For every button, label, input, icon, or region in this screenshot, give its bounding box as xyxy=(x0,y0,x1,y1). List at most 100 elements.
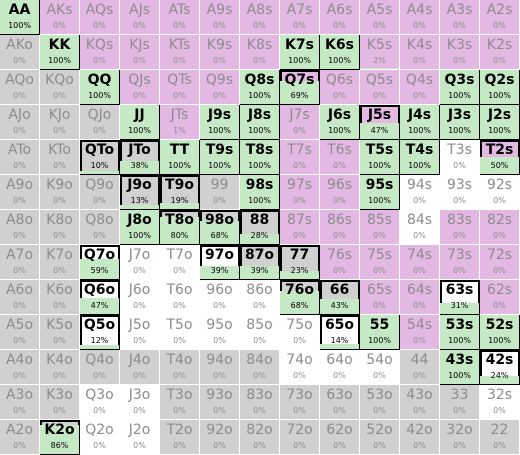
hand-cell-76o[interactable]: 76o 68% xyxy=(280,280,320,315)
hand-cell-q5o[interactable]: Q5o 12% xyxy=(80,315,120,350)
hand-cell-t8s[interactable]: T8s 100% xyxy=(240,140,280,175)
hand-cell-q7o[interactable]: Q7o 59% xyxy=(80,245,120,280)
hand-cell-a4s[interactable]: A4s 0% xyxy=(400,0,440,35)
hand-cell-j7o[interactable]: J7o 0% xyxy=(120,245,160,280)
hand-cell-ako[interactable]: AKo 0% xyxy=(0,35,40,70)
hand-cell-q7s[interactable]: Q7s 69% xyxy=(280,70,320,105)
hand-cell-53s[interactable]: 53s 100% xyxy=(440,315,480,350)
hand-cell-76s[interactable]: 76s 0% xyxy=(320,245,360,280)
hand-cell-t9o[interactable]: T9o 19% xyxy=(160,175,200,210)
hand-cell-75o[interactable]: 75o 0% xyxy=(280,315,320,350)
hand-cell-62o[interactable]: 62o 0% xyxy=(320,420,360,455)
hand-cell-k7o[interactable]: K7o 0% xyxy=(40,245,80,280)
hand-cell-93s[interactable]: 93s 0% xyxy=(440,175,480,210)
hand-cell-98s[interactable]: 98s 100% xyxy=(240,175,280,210)
hand-cell-t6o[interactable]: T6o 0% xyxy=(160,280,200,315)
hand-cell-k3s[interactable]: K3s 0% xyxy=(440,35,480,70)
hand-cell-k2o[interactable]: K2o 86% xyxy=(40,420,80,455)
hand-cell-74o[interactable]: 74o 0% xyxy=(280,350,320,385)
hand-cell-kk[interactable]: KK 100% xyxy=(40,35,80,70)
hand-cell-j7s[interactable]: J7s 0% xyxy=(280,105,320,140)
hand-cell-q9s[interactable]: Q9s 0% xyxy=(200,70,240,105)
hand-cell-52o[interactable]: 52o 0% xyxy=(360,420,400,455)
hand-cell-86o[interactable]: 86o 0% xyxy=(240,280,280,315)
hand-cell-t3s[interactable]: T3s 0% xyxy=(440,140,480,175)
hand-cell-q9o[interactable]: Q9o 0% xyxy=(80,175,120,210)
hand-cell-qjs[interactable]: QJs 0% xyxy=(120,70,160,105)
hand-cell-63s[interactable]: 63s 31% xyxy=(440,280,480,315)
hand-cell-a6s[interactable]: A6s 0% xyxy=(320,0,360,35)
hand-cell-32o[interactable]: 32o 0% xyxy=(440,420,480,455)
hand-cell-j2s[interactable]: J2s 100% xyxy=(480,105,520,140)
hand-cell-k6o[interactable]: K6o 0% xyxy=(40,280,80,315)
hand-cell-k8s[interactable]: K8s 0% xyxy=(240,35,280,70)
hand-cell-54s[interactable]: 54s 0% xyxy=(400,315,440,350)
hand-cell-74s[interactable]: 74s 0% xyxy=(400,245,440,280)
hand-cell-77[interactable]: 77 23% xyxy=(280,245,320,280)
hand-cell-85s[interactable]: 85s 0% xyxy=(360,210,400,245)
hand-cell-55[interactable]: 55 100% xyxy=(360,315,400,350)
hand-cell-62s[interactable]: 62s 0% xyxy=(480,280,520,315)
hand-cell-j6o[interactable]: J6o 0% xyxy=(120,280,160,315)
hand-cell-33[interactable]: 33 0% xyxy=(440,385,480,420)
hand-cell-aqo[interactable]: AQo 0% xyxy=(0,70,40,105)
hand-cell-t2s[interactable]: T2s 50% xyxy=(480,140,520,175)
hand-cell-99[interactable]: 99 0% xyxy=(200,175,240,210)
hand-cell-a6o[interactable]: A6o 0% xyxy=(0,280,40,315)
hand-cell-42o[interactable]: 42o 0% xyxy=(400,420,440,455)
hand-cell-q8o[interactable]: Q8o 0% xyxy=(80,210,120,245)
hand-cell-qts[interactable]: QTs 0% xyxy=(160,70,200,105)
hand-cell-64s[interactable]: 64s 0% xyxy=(400,280,440,315)
hand-cell-a4o[interactable]: A4o 0% xyxy=(0,350,40,385)
hand-cell-j3s[interactable]: J3s 100% xyxy=(440,105,480,140)
hand-cell-94s[interactable]: 94s 0% xyxy=(400,175,440,210)
hand-cell-jj[interactable]: JJ 100% xyxy=(120,105,160,140)
hand-cell-kqo[interactable]: KQo 0% xyxy=(40,70,80,105)
hand-cell-jto[interactable]: JTo 38% xyxy=(120,140,160,175)
hand-cell-aa[interactable]: AA 100% xyxy=(0,0,40,35)
hand-cell-kqs[interactable]: KQs 0% xyxy=(80,35,120,70)
hand-cell-43o[interactable]: 43o 0% xyxy=(400,385,440,420)
hand-cell-k9o[interactable]: K9o 0% xyxy=(40,175,80,210)
hand-cell-j9o[interactable]: J9o 13% xyxy=(120,175,160,210)
hand-cell-q5s[interactable]: Q5s 0% xyxy=(360,70,400,105)
hand-cell-j6s[interactable]: J6s 100% xyxy=(320,105,360,140)
hand-cell-j4o[interactable]: J4o 0% xyxy=(120,350,160,385)
hand-cell-73s[interactable]: 73s 0% xyxy=(440,245,480,280)
hand-cell-q6s[interactable]: Q6s 0% xyxy=(320,70,360,105)
hand-cell-k5s[interactable]: K5s 2% xyxy=(360,35,400,70)
hand-cell-t8o[interactable]: T8o 80% xyxy=(160,210,200,245)
hand-cell-j8o[interactable]: J8o 100% xyxy=(120,210,160,245)
hand-cell-22[interactable]: 22 0% xyxy=(480,420,520,455)
hand-cell-j2o[interactable]: J2o 0% xyxy=(120,420,160,455)
hand-cell-q3s[interactable]: Q3s 100% xyxy=(440,70,480,105)
hand-cell-a8s[interactable]: A8s 0% xyxy=(240,0,280,35)
hand-cell-qto[interactable]: QTo 10% xyxy=(80,140,120,175)
hand-cell-t9s[interactable]: T9s 100% xyxy=(200,140,240,175)
hand-cell-a3s[interactable]: A3s 0% xyxy=(440,0,480,35)
hand-cell-a2s[interactable]: A2s 0% xyxy=(480,0,520,35)
hand-cell-kjs[interactable]: KJs 0% xyxy=(120,35,160,70)
hand-cell-ato[interactable]: ATo 0% xyxy=(0,140,40,175)
hand-cell-aks[interactable]: AKs 0% xyxy=(40,0,80,35)
hand-cell-94o[interactable]: 94o 0% xyxy=(200,350,240,385)
hand-cell-73o[interactable]: 73o 0% xyxy=(280,385,320,420)
hand-cell-j5s[interactable]: J5s 47% xyxy=(360,105,400,140)
hand-cell-a9s[interactable]: A9s 0% xyxy=(200,0,240,35)
hand-cell-a5o[interactable]: A5o 0% xyxy=(0,315,40,350)
hand-cell-j5o[interactable]: J5o 0% xyxy=(120,315,160,350)
hand-cell-84o[interactable]: 84o 0% xyxy=(240,350,280,385)
hand-cell-t7s[interactable]: T7s 0% xyxy=(280,140,320,175)
hand-cell-j8s[interactable]: J8s 100% xyxy=(240,105,280,140)
hand-cell-t7o[interactable]: T7o 0% xyxy=(160,245,200,280)
hand-cell-qjo[interactable]: QJo 0% xyxy=(80,105,120,140)
hand-cell-72o[interactable]: 72o 0% xyxy=(280,420,320,455)
hand-cell-aqs[interactable]: AQs 0% xyxy=(80,0,120,35)
hand-cell-q2s[interactable]: Q2s 100% xyxy=(480,70,520,105)
hand-cell-q8s[interactable]: Q8s 100% xyxy=(240,70,280,105)
hand-cell-64o[interactable]: 64o 0% xyxy=(320,350,360,385)
hand-cell-k6s[interactable]: K6s 100% xyxy=(320,35,360,70)
hand-cell-t6s[interactable]: T6s 0% xyxy=(320,140,360,175)
hand-cell-j4s[interactable]: J4s 100% xyxy=(400,105,440,140)
hand-cell-82s[interactable]: 82s 0% xyxy=(480,210,520,245)
